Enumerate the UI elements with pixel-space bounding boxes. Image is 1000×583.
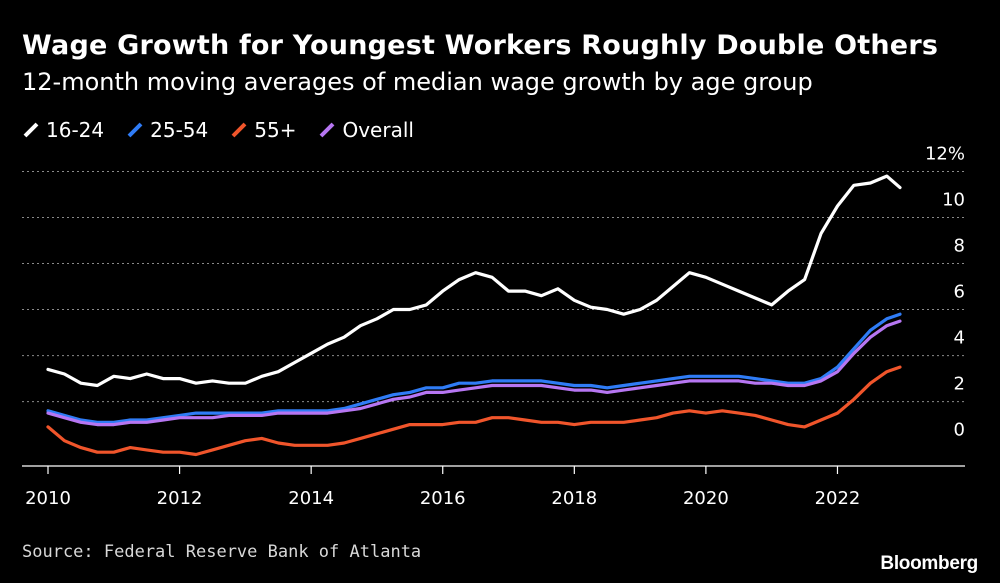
y-tick-label-8: 8 [954, 236, 965, 257]
legend-swatch-55plus [231, 122, 247, 138]
chart-subtitle: 12-month moving averages of median wage … [22, 68, 813, 96]
y-tick-label-4: 4 [954, 328, 965, 349]
legend-label-55plus: 55+ [254, 118, 297, 142]
x-tick-label-2022: 2022 [815, 488, 861, 509]
series-line-55plus [46, 365, 902, 457]
legend-item-16-24: 16-24 [22, 118, 104, 142]
legend-swatch-16-24 [23, 122, 39, 138]
bloomberg-logo: Bloomberg [880, 553, 978, 574]
x-tick-label-2012: 2012 [157, 488, 203, 509]
chart-title: Wage Growth for Youngest Workers Roughly… [22, 30, 939, 61]
legend-swatch-overall [320, 122, 335, 138]
y-tick-label-0: 0 [954, 420, 965, 441]
x-tick-label-2010: 2010 [25, 488, 71, 509]
series-line-25-54 [46, 312, 902, 424]
legend: 16-24 25-54 55+ Overall [22, 116, 436, 144]
y-tick-label-10: 10 [942, 190, 965, 211]
y-tick-label-6: 6 [954, 282, 965, 303]
x-tick-label-2018: 2018 [551, 488, 597, 509]
legend-swatch-25-54 [127, 122, 143, 138]
legend-label-25-54: 25-54 [150, 118, 209, 142]
y-tick-label-2: 2 [954, 374, 965, 395]
series-line-overall [46, 319, 902, 427]
x-tick-label-2016: 2016 [420, 488, 466, 509]
series-line-16-24 [46, 174, 902, 388]
legend-label-16-24: 16-24 [46, 118, 105, 142]
legend-item-overall: Overall [318, 118, 414, 142]
legend-label-overall: Overall [342, 118, 414, 142]
x-tick-label-2014: 2014 [288, 488, 334, 509]
legend-item-55plus: 55+ [230, 118, 296, 142]
legend-item-25-54: 25-54 [126, 118, 208, 142]
x-tick-label-2020: 2020 [683, 488, 729, 509]
source-note: Source: Federal Reserve Bank of Atlanta [22, 542, 422, 562]
y-tick-label-12: 12% [925, 144, 965, 165]
